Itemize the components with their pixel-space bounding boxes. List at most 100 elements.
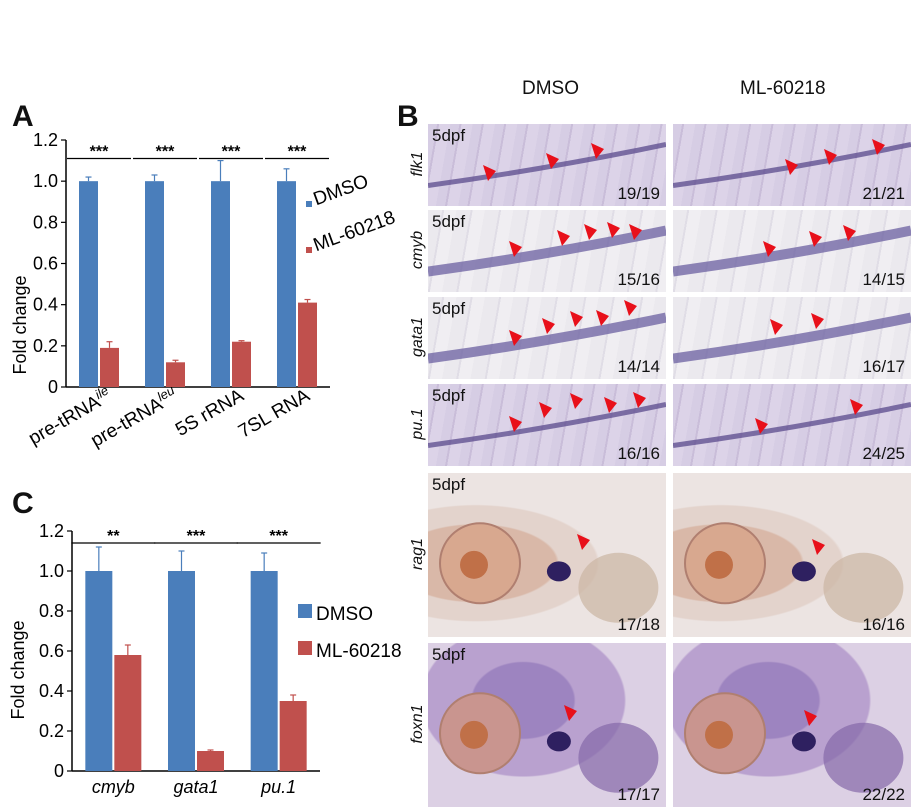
eye-lens: [705, 550, 733, 579]
arrowhead-icon: [624, 300, 637, 316]
arrowhead-icon: [607, 222, 620, 238]
legend-swatch: [298, 641, 312, 655]
in-situ-image-foxn1-ml60218: 22/22: [673, 643, 911, 807]
in-situ-drawing: [439, 522, 659, 623]
y-tick-label: 0.8: [33, 212, 58, 232]
legend-swatch: [306, 201, 312, 207]
arrowhead-icon: [509, 241, 522, 257]
significance-label: ***: [156, 144, 175, 161]
arrowhead-icon: [509, 330, 522, 346]
bar-dmso: [145, 181, 164, 387]
stained-region: [428, 402, 666, 448]
stained-region: [791, 731, 816, 752]
bar-dmso: [168, 571, 195, 771]
arrowhead-icon: [546, 153, 559, 169]
chart-c-ylabel: Fold change: [8, 620, 28, 719]
y-tick-label: 0.4: [39, 681, 64, 701]
column-heading-ml60218: ML-60218: [740, 78, 826, 99]
category-label: 5S rRNA: [172, 385, 248, 441]
legend-swatch: [306, 247, 312, 253]
y-tick-label: 0: [54, 761, 64, 781]
embryo-count-ratio: 15/16: [617, 270, 660, 289]
in-situ-drawing: [673, 399, 911, 448]
y-tick-label: 0.2: [33, 336, 58, 356]
stained-region: [428, 312, 666, 364]
y-tick-label: 1.0: [33, 171, 58, 191]
in-situ-image-flk1-dmso: 5dpf 19/19: [428, 124, 666, 206]
arrowhead-icon: [542, 318, 555, 334]
stage-label: 5dpf: [432, 126, 466, 145]
arrowhead-icon: [591, 143, 604, 159]
tissue: [823, 552, 904, 623]
in-situ-drawing: [428, 142, 666, 188]
panel-label-a: A: [12, 100, 34, 133]
column-heading-dmso: DMSO: [522, 78, 579, 99]
panel-label-c: C: [12, 487, 34, 520]
tissue: [578, 552, 659, 623]
stained-region: [673, 225, 911, 277]
arrowhead-icon: [557, 230, 570, 246]
significance-label: ***: [222, 144, 241, 161]
arrowhead-icon: [850, 399, 863, 415]
bar-ml60218: [114, 655, 142, 771]
bar-ml60218: [279, 701, 307, 771]
eye-lens: [460, 720, 488, 749]
arrowhead-icon: [824, 149, 837, 165]
arrowhead-icon: [804, 710, 817, 726]
arrowhead-icon: [596, 310, 609, 326]
legend-label: ML-60218: [316, 641, 402, 662]
stage-label: 5dpf: [432, 645, 466, 664]
y-tick-label: 0.8: [39, 601, 64, 621]
in-situ-image-pu1-dmso: 5dpf 16/16: [428, 384, 666, 466]
arrowhead-icon: [770, 319, 783, 335]
significance-label: ***: [269, 528, 288, 545]
category-label: 7SL RNA: [235, 385, 314, 443]
arrowhead-icon: [509, 416, 522, 432]
gene-label-gata1: gata1: [409, 316, 426, 358]
embryo-count-ratio: 17/18: [617, 615, 660, 634]
y-tick-label: 1.2: [39, 521, 64, 541]
in-situ-drawing: [684, 522, 904, 623]
arrowhead-icon: [629, 224, 642, 240]
bar-ml60218: [166, 362, 185, 387]
stained-region: [428, 142, 666, 188]
significance-label: **: [107, 528, 120, 545]
legend-label: ML-60218: [311, 207, 399, 256]
y-tick-label: 1.0: [39, 561, 64, 581]
in-situ-drawing: [428, 300, 666, 364]
gene-label-pu1: pu.1: [409, 408, 426, 440]
gene-label-foxn1: foxn1: [409, 704, 426, 744]
in-situ-image-flk1-ml60218: 21/21: [673, 124, 911, 206]
arrowhead-icon: [812, 539, 825, 555]
embryo-count-ratio: 16/17: [862, 357, 905, 376]
arrowhead-icon: [483, 165, 496, 181]
embryo-count-ratio: 22/22: [862, 785, 905, 804]
stage-label: 5dpf: [432, 386, 466, 405]
significance-label: ***: [90, 144, 109, 161]
tissue: [823, 722, 904, 793]
significance-label: ***: [288, 144, 307, 161]
in-situ-drawing: [673, 139, 911, 188]
in-situ-image-gata1-dmso: 5dpf 14/14: [428, 297, 666, 379]
arrowhead-icon: [755, 418, 768, 434]
in-situ-drawing: [428, 222, 666, 277]
in-situ-drawing: [673, 225, 911, 277]
y-tick-label: 1.2: [33, 130, 58, 150]
embryo-count-ratio: 19/19: [617, 184, 660, 203]
bar-dmso: [79, 181, 98, 387]
stage-label: 5dpf: [432, 299, 466, 318]
y-tick-label: 0.6: [33, 254, 58, 274]
in-situ-image-cmyb-dmso: 5dpf 15/16: [428, 210, 666, 292]
category-label: pu.1: [260, 777, 296, 797]
bar-dmso: [250, 571, 278, 771]
in-situ-image-rag1-dmso: 5dpf 17/18: [428, 473, 666, 637]
in-situ-drawing: [673, 312, 911, 364]
in-situ-drawing: [428, 392, 666, 448]
legend-swatch: [298, 604, 312, 618]
legend-label: DMSO: [311, 171, 372, 210]
bar-ml60218: [197, 751, 224, 771]
arrowhead-icon: [570, 393, 583, 409]
y-tick-label: 0.2: [39, 721, 64, 741]
stained-region: [673, 402, 911, 448]
arrowhead-icon: [633, 392, 646, 408]
